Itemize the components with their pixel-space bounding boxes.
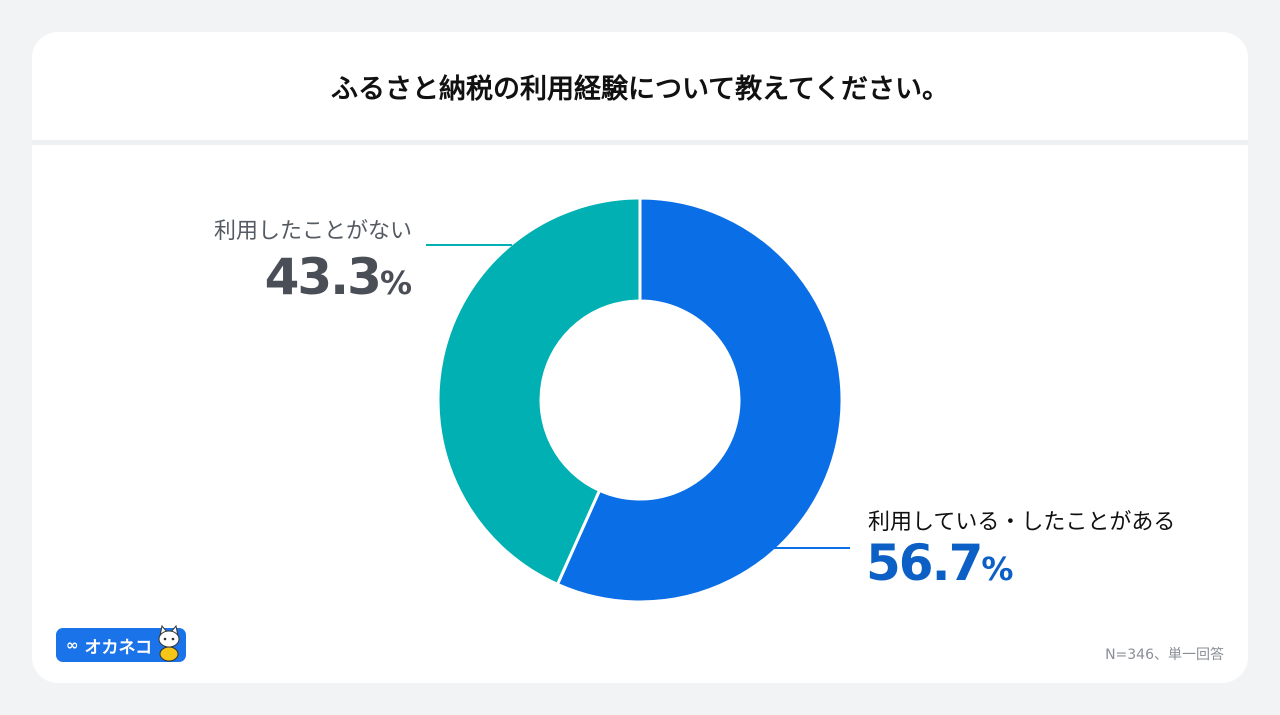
slice-label-not-used: 利用したことがない <box>213 219 412 244</box>
donut-slice-not-used <box>436 196 642 587</box>
infinity-icon: ∞ <box>66 636 79 654</box>
chart-title: ふるさと納税の利用経験について教えてください。 <box>330 73 950 105</box>
slice-value-not-used: 43.3% <box>265 248 412 306</box>
okaneko-logo: ∞ オカネコ <box>56 624 186 662</box>
sample-note: N=346、単一回答 <box>1105 647 1224 663</box>
title-divider <box>32 140 1248 145</box>
donut-slice-used <box>555 196 844 604</box>
slice-label-used: 利用している・したことがある <box>868 510 1176 535</box>
slice-value-not-used-unit: % <box>379 264 412 302</box>
logo-text: オカネコ <box>84 637 153 658</box>
slice-value-used: 56.7% <box>866 534 1013 592</box>
donut-chart <box>426 196 850 604</box>
slice-value-used-number: 56.7 <box>866 534 983 592</box>
cat-mascot-icon <box>158 624 180 662</box>
chart-card: ふるさと納税の利用経験について教えてください。 利用している・したことがある 5… <box>32 32 1248 683</box>
slice-value-not-used-number: 43.3 <box>264 248 382 306</box>
slice-value-used-unit: % <box>981 550 1014 588</box>
